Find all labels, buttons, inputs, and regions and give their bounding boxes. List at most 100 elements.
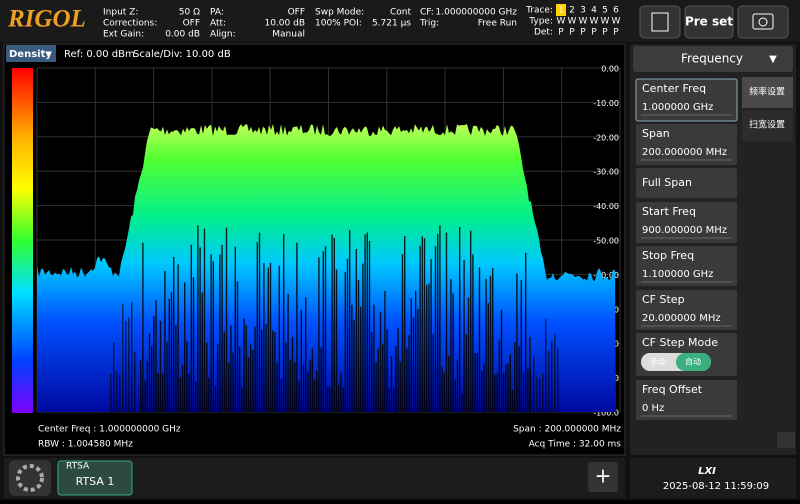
trace-number[interactable]: 1 xyxy=(558,6,564,16)
density-gap xyxy=(382,344,383,412)
density-gap xyxy=(147,361,148,412)
density-gap xyxy=(265,324,266,412)
trace-number[interactable]: 6 xyxy=(613,6,619,16)
density-gap xyxy=(246,325,247,412)
ref: Ref: 0.00 dBm xyxy=(64,49,135,60)
trace-number[interactable]: 2 xyxy=(569,6,575,16)
density-gap xyxy=(134,352,136,412)
density-gap xyxy=(232,353,233,412)
density-gap xyxy=(329,387,330,412)
density-gap xyxy=(184,282,185,412)
toggle-option: 手动 xyxy=(650,357,666,367)
trace-number[interactable]: 3 xyxy=(580,6,586,16)
density-gap xyxy=(492,268,493,412)
density-gap xyxy=(395,346,396,412)
density-gap xyxy=(488,303,489,412)
density-gap xyxy=(294,362,295,412)
density-gap xyxy=(477,353,478,412)
screenshot-button[interactable] xyxy=(738,6,788,38)
density-gap xyxy=(426,285,427,412)
density-gap xyxy=(386,329,387,412)
density-gap xyxy=(507,363,508,412)
y-label: -10.00 xyxy=(593,99,619,108)
density-gap xyxy=(199,247,200,412)
density-gap xyxy=(347,259,348,412)
trace-type: W xyxy=(557,17,566,27)
color-bar xyxy=(12,68,33,413)
density-gap xyxy=(226,228,227,412)
density-gap xyxy=(523,372,524,412)
density-gap xyxy=(323,251,324,412)
menu-item-value: 0 Hz xyxy=(642,403,664,414)
status-value: 50 Ω xyxy=(179,8,200,18)
density-gap xyxy=(494,375,495,412)
density-gap xyxy=(241,387,242,412)
density-gap xyxy=(512,390,513,412)
density-gap xyxy=(292,337,293,412)
status-value: 10.00 dB xyxy=(264,19,305,29)
density-gap xyxy=(521,280,522,412)
density-gap xyxy=(257,242,258,412)
trace-type: W xyxy=(568,17,577,27)
density-gap xyxy=(279,266,280,412)
density-gap xyxy=(378,349,379,412)
collapse-button[interactable] xyxy=(777,432,795,448)
density-gap xyxy=(320,347,321,412)
density-gap xyxy=(362,264,363,412)
density-gap xyxy=(518,346,519,412)
density-gap xyxy=(417,309,418,412)
status-value: 0.00 dB xyxy=(165,30,200,40)
density-gap xyxy=(119,375,121,412)
density-gap xyxy=(356,249,357,412)
density-gap xyxy=(213,261,214,412)
density-gap xyxy=(334,238,335,412)
datetime: 2025-08-12 11:59:09 xyxy=(663,481,769,492)
density-gap xyxy=(433,334,434,412)
status-label: Input Z: xyxy=(103,8,138,18)
menu-item-label: Start Freq xyxy=(642,205,696,218)
type-label: Type: xyxy=(528,17,553,27)
menu-title: Frequency xyxy=(681,52,743,66)
density-gap xyxy=(408,335,409,412)
menu-item-value: 1.000000 GHz xyxy=(642,102,713,113)
menu-button[interactable] xyxy=(640,6,680,38)
density-gap xyxy=(437,234,438,412)
trace-number[interactable]: 5 xyxy=(602,6,608,16)
density-gap xyxy=(276,363,277,412)
density-gap xyxy=(142,243,143,412)
density-gap xyxy=(450,279,451,412)
density-gap xyxy=(237,281,238,412)
density-gap xyxy=(428,284,429,412)
density-gap xyxy=(230,326,231,412)
toggle-option: 自动 xyxy=(685,357,701,367)
density-gap xyxy=(305,297,306,412)
status-label: Align: xyxy=(210,30,236,40)
density-gap xyxy=(250,344,251,412)
density-gap xyxy=(474,353,475,412)
tab-label: RTSA xyxy=(66,462,90,472)
density-gap xyxy=(411,298,412,412)
density-gap xyxy=(186,341,187,412)
status-value: Free Run xyxy=(478,19,517,29)
density-gap xyxy=(441,367,442,412)
span: Span : 200.000000 MHz xyxy=(513,425,621,435)
acq-time: Acq Time : 32.00 ms xyxy=(529,440,622,450)
density-gap xyxy=(290,360,291,412)
status-value: 5.721 μs xyxy=(372,19,411,29)
y-label: -30.00 xyxy=(593,168,619,177)
trace-number[interactable]: 4 xyxy=(591,6,597,16)
density-gap xyxy=(542,373,544,412)
density-gap xyxy=(125,321,127,412)
icon: ▼ xyxy=(46,50,52,58)
status-footer xyxy=(630,458,796,498)
menu-item-label: Stop Freq xyxy=(642,249,694,262)
density-gap xyxy=(327,386,328,412)
density-gap xyxy=(468,298,469,412)
density-gap xyxy=(470,231,471,412)
density-gap xyxy=(406,349,407,412)
density-gap xyxy=(448,356,449,412)
menu-item-label: Span xyxy=(642,127,670,140)
density-gap xyxy=(309,359,310,412)
density-gap xyxy=(516,274,517,412)
status-label: Ext Gain: xyxy=(103,30,144,40)
